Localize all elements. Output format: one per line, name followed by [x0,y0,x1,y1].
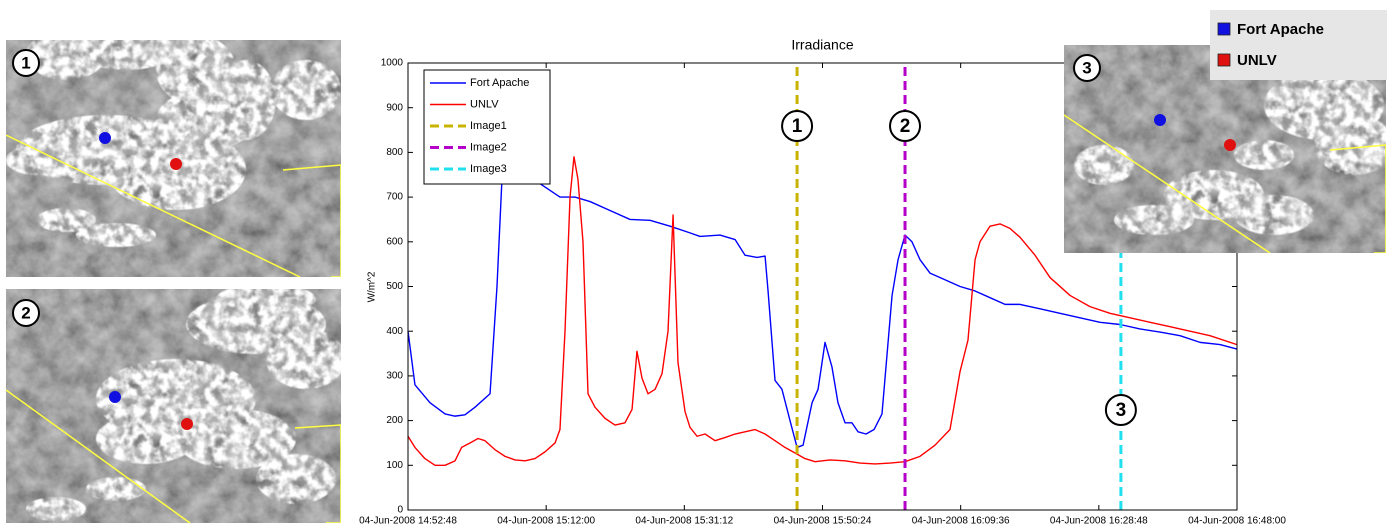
cloud [76,223,156,247]
x-tick-label: 04-Jun-2008 15:31:12 [635,516,733,527]
cloud [156,90,256,150]
legend-label: Image3 [470,163,507,175]
y-tick-label: 400 [386,326,403,337]
x-tick-label: 04-Jun-2008 14:52:48 [359,516,457,527]
image-content [6,40,341,277]
y-tick-label: 700 [386,192,403,203]
clouds [6,40,341,247]
cloud [1074,145,1134,185]
x-tick-label: 04-Jun-2008 15:12:00 [497,516,595,527]
cloud [271,60,341,120]
cloud [1234,195,1314,235]
cloud [1314,115,1386,175]
boundary-line [1064,114,1271,253]
annotation-circle [889,110,922,142]
cloud [86,477,146,501]
site-marker [99,132,111,144]
y-tick-label: 900 [386,102,403,113]
cloud [176,409,296,469]
image-badge [1073,54,1101,82]
boundary-line [6,134,301,277]
site-marker [1154,114,1166,126]
legend-label: Fort Apache [470,77,529,89]
x-tick-label: 04-Jun-2008 16:09:36 [912,516,1010,527]
legend-label: UNLV [470,98,499,110]
cloud [76,40,176,70]
cloud [156,40,236,105]
image-badge-label: 2 [21,303,30,322]
site-marker [1224,139,1236,151]
legend-label: Image2 [470,141,507,153]
series-line [407,156,1238,466]
y-tick-label: 800 [386,147,403,158]
annotation-label: 3 [1116,400,1127,421]
y-tick-label: 500 [386,281,403,292]
cloud [96,414,196,464]
boundary-line [6,389,191,523]
image-badge-label: 1 [21,53,30,72]
cloud [36,208,96,232]
boundary-line [294,424,341,523]
image-legend-label: UNLV [1237,52,1277,69]
plot-frame [407,62,1238,511]
site-marker [109,391,121,403]
site-marker [181,418,193,430]
y-tick-label: 600 [386,236,403,247]
satellite-image: 2 [6,289,341,523]
annotation-circle [1104,394,1137,426]
y-axis-label: W/m^2 [367,271,378,302]
cloud [266,329,341,389]
annotation-circle [781,110,814,142]
annotation-label: 2 [900,116,911,137]
y-tick-label: 1000 [381,58,404,69]
chart-title: Irradiance [791,37,853,53]
image-badge-label: 3 [1082,58,1091,77]
satellite-image: 1 [6,40,341,277]
image-content [6,289,341,523]
cloud [26,497,86,521]
annotation-label: 1 [792,116,803,137]
y-tick-label: 0 [397,505,403,516]
cloud [256,454,336,504]
boundary-line [282,164,341,277]
image-legend-swatch [1217,53,1231,67]
boundary-line [1329,144,1386,253]
image-badge [12,299,40,327]
image-legend-swatch [1217,22,1231,36]
y-tick-label: 200 [386,415,403,426]
x-tick-label: 04-Jun-2008 16:48:00 [1188,516,1286,527]
y-tick-label: 300 [386,371,403,382]
cloud [216,289,316,314]
x-tick-label: 04-Jun-2008 16:28:48 [1050,516,1148,527]
image-badge [12,49,40,77]
cloud [1114,205,1194,235]
clouds [26,289,341,521]
legend-label: Image1 [470,120,507,132]
x-tick-label: 04-Jun-2008 15:50:24 [774,516,872,527]
site-marker [170,158,182,170]
image-legend-label: Fort Apache [1237,21,1324,38]
y-tick-label: 100 [386,460,403,471]
cloud [1234,140,1294,170]
cloud [6,145,66,175]
image-legend-box [1210,10,1387,80]
